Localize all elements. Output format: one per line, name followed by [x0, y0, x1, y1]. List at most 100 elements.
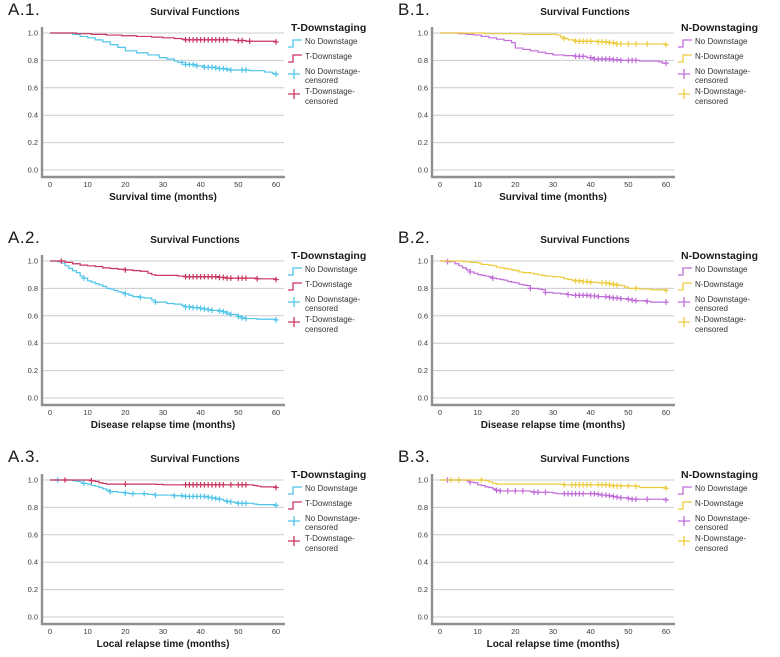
- legend-censored-cross-icon: [678, 69, 690, 79]
- panel-a3: A.3. Survival Functions 0.0 0.2 0.4 0.6 0.8 1…: [0, 438, 390, 657]
- svg-text:30: 30: [549, 408, 557, 417]
- legend-title: T-Downstaging: [291, 469, 367, 481]
- legend-item-label: T-Downstage-censored: [305, 87, 355, 106]
- panel-label-a1: A.1.: [8, 0, 41, 19]
- legend-items: No Downstage N-Downstage No Downstage-cens…: [677, 484, 778, 553]
- y-tick-labels: 0.0 0.2 0.4 0.6 0.8 1.0: [28, 29, 38, 175]
- svg-text:1.0: 1.0: [418, 257, 428, 266]
- svg-text:0: 0: [438, 627, 442, 636]
- series-line-t-downstage: [50, 32, 277, 42]
- x-axis-title: Survival time (months): [109, 192, 217, 203]
- svg-text:0.0: 0.0: [418, 613, 428, 622]
- legend-item-label: No Downstage: [305, 265, 358, 274]
- axes: [430, 474, 675, 626]
- legend-item: N-Downstage-censored: [677, 87, 778, 106]
- svg-text:0.0: 0.0: [418, 394, 428, 403]
- km-plot-svg: 0.0 0.2 0.4 0.6 0.8 1.0 0 10 20 30 40 50 60: [28, 474, 285, 636]
- legend: N-Downstaging No Downstage N-Downstage No …: [677, 22, 778, 108]
- censored-marks-no-downstage: [81, 275, 279, 323]
- svg-text:0.6: 0.6: [418, 311, 428, 320]
- chart-title: Survival Functions: [540, 454, 630, 465]
- svg-text:10: 10: [473, 627, 481, 636]
- svg-text:20: 20: [511, 180, 519, 189]
- gridlines: [433, 260, 674, 399]
- legend-item: No Downstage: [677, 484, 778, 497]
- legend-item: T-Downstage: [287, 280, 388, 293]
- panel-label-b1: B.1.: [398, 0, 431, 19]
- legend-items: No Downstage T-Downstage No Downstage-cens…: [287, 37, 388, 106]
- gridlines: [43, 260, 284, 399]
- legend-title: N-Downstaging: [681, 469, 758, 481]
- panel-a1: A.1. Survival Functions 0.0 0.2 0.4 0.6 0.8 1…: [0, 0, 390, 219]
- svg-text:0.2: 0.2: [28, 366, 38, 375]
- svg-text:40: 40: [586, 408, 594, 417]
- svg-text:0.6: 0.6: [418, 530, 428, 539]
- svg-text:0.4: 0.4: [28, 558, 38, 567]
- legend-item-label: No Downstage: [305, 37, 358, 46]
- svg-text:30: 30: [549, 627, 557, 636]
- svg-text:0: 0: [48, 408, 52, 417]
- legend-item-label: No Downstage: [695, 484, 748, 493]
- y-tick-labels: 0.0 0.2 0.4 0.6 0.8 1.0: [418, 257, 428, 403]
- legend-item: No Downstage-censored: [677, 295, 778, 313]
- legend-item: No Downstage-censored: [677, 514, 778, 532]
- legend-line-icon: [288, 282, 302, 291]
- svg-text:0.4: 0.4: [418, 111, 428, 120]
- legend-line-icon: [288, 486, 302, 495]
- svg-text:60: 60: [662, 180, 670, 189]
- legend-item: T-Downstage-censored: [287, 315, 388, 334]
- svg-text:30: 30: [159, 180, 167, 189]
- svg-text:50: 50: [624, 180, 632, 189]
- axes: [430, 27, 675, 179]
- svg-text:60: 60: [272, 180, 280, 189]
- legend-line-icon: [288, 267, 302, 276]
- svg-text:50: 50: [624, 408, 632, 417]
- legend-items: No Downstage N-Downstage No Downstage-cens…: [677, 265, 778, 334]
- chart-title: Survival Functions: [150, 454, 240, 465]
- legend-item-label: N-Downstage-censored: [695, 87, 747, 106]
- legend-line-icon: [288, 501, 302, 510]
- svg-text:40: 40: [586, 180, 594, 189]
- svg-text:0: 0: [438, 408, 442, 417]
- km-plot-svg: 0.0 0.2 0.4 0.6 0.8 1.0 0 10 20 30 40 50 60: [418, 27, 675, 189]
- svg-text:50: 50: [234, 180, 242, 189]
- km-plot-svg: 0.0 0.2 0.4 0.6 0.8 1.0 0 10 20 30 40 50 60: [28, 255, 285, 417]
- panel-label-b2: B.2.: [398, 228, 431, 247]
- svg-text:1.0: 1.0: [418, 29, 428, 38]
- series-line-no-downstage: [50, 260, 277, 320]
- legend: N-Downstaging No Downstage N-Downstage No …: [677, 469, 778, 555]
- legend-line-icon: [678, 501, 692, 510]
- chart-title: Survival Functions: [540, 7, 630, 18]
- censored-marks-t-downstage: [58, 258, 279, 283]
- series-line-t-downstage: [50, 479, 277, 488]
- svg-text:0.2: 0.2: [28, 585, 38, 594]
- legend-line-icon: [678, 54, 692, 63]
- legend-censored-cross-icon: [678, 317, 690, 328]
- censored-marks-n-downstage: [448, 477, 669, 492]
- svg-text:60: 60: [662, 627, 670, 636]
- svg-text:0.4: 0.4: [28, 111, 38, 120]
- legend-censored-cross-icon: [288, 89, 300, 100]
- svg-text:0.4: 0.4: [418, 558, 428, 567]
- x-tick-labels: 0 10 20 30 40 50 60: [438, 180, 670, 189]
- panel-a2: A.2. Survival Functions 0.0 0.2 0.4 0.6 0.8 1…: [0, 219, 390, 438]
- svg-text:0.2: 0.2: [418, 366, 428, 375]
- legend-item: No Downstage-censored: [287, 295, 388, 313]
- legend-item: No Downstage-censored: [287, 67, 388, 85]
- legend-item: N-Downstage: [677, 280, 778, 293]
- svg-text:40: 40: [196, 180, 204, 189]
- km-plot-svg: 0.0 0.2 0.4 0.6 0.8 1.0 0 10 20 30 40 50 60: [418, 474, 675, 636]
- legend-censored-cross-icon: [678, 297, 690, 307]
- legend-item-label: No Downstage-censored: [305, 514, 361, 533]
- censored-marks-no-downstage: [444, 477, 669, 503]
- legend: T-Downstaging No Downstage T-Downstage No …: [287, 469, 388, 555]
- chart-title: Survival Functions: [150, 235, 240, 246]
- km-plot-svg: 0.0 0.2 0.4 0.6 0.8 1.0 0 10 20 30 40 50 60: [28, 27, 285, 189]
- legend-item-label: T-Downstage-censored: [305, 315, 355, 334]
- legend-item-label: No Downstage-censored: [695, 67, 751, 86]
- axes: [40, 255, 285, 407]
- legend-item: N-Downstage-censored: [677, 534, 778, 553]
- svg-text:10: 10: [473, 180, 481, 189]
- km-plot-svg: 0.0 0.2 0.4 0.6 0.8 1.0 0 10 20 30 40 50 60: [418, 255, 675, 417]
- svg-text:0.8: 0.8: [418, 503, 428, 512]
